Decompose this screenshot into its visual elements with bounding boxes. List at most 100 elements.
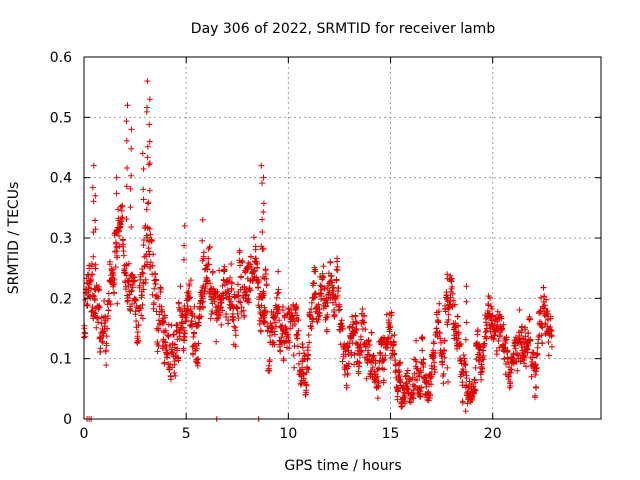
data-point xyxy=(204,266,211,273)
data-point xyxy=(539,340,546,347)
data-point xyxy=(362,326,369,333)
data-point xyxy=(271,341,278,348)
data-point xyxy=(488,317,495,324)
data-point xyxy=(454,313,461,320)
data-point xyxy=(339,322,346,329)
data-point xyxy=(245,299,252,306)
data-point xyxy=(201,288,208,295)
data-point xyxy=(162,339,169,346)
data-point xyxy=(437,335,444,342)
data-point xyxy=(274,290,281,297)
y-tick-label: 0.6 xyxy=(50,50,72,66)
data-point xyxy=(124,102,131,109)
data-point xyxy=(279,307,286,314)
data-point xyxy=(441,354,448,361)
data-point xyxy=(315,313,322,320)
data-point xyxy=(90,162,97,169)
data-point xyxy=(444,295,451,302)
data-point xyxy=(216,312,223,319)
data-point xyxy=(84,302,91,309)
data-point xyxy=(127,204,134,211)
data-point xyxy=(498,315,505,322)
data-point xyxy=(462,336,469,343)
data-point xyxy=(333,266,340,273)
data-point xyxy=(439,361,446,368)
data-point xyxy=(318,290,325,297)
data-point xyxy=(368,329,375,336)
data-point xyxy=(548,343,555,350)
data-point xyxy=(103,342,110,349)
data-point xyxy=(92,261,99,268)
data-point xyxy=(137,305,144,312)
data-point xyxy=(158,308,165,315)
data-point xyxy=(140,286,147,293)
data-point xyxy=(438,353,445,360)
x-tick-label: 15 xyxy=(382,426,400,442)
data-point xyxy=(120,241,127,248)
data-point xyxy=(139,269,146,276)
data-point xyxy=(209,307,216,314)
data-point xyxy=(365,347,372,354)
data-point xyxy=(176,335,183,342)
data-point xyxy=(186,282,193,289)
data-point xyxy=(181,242,188,249)
data-point xyxy=(213,338,220,345)
data-point xyxy=(543,296,550,303)
data-point xyxy=(462,408,469,415)
data-point xyxy=(236,247,243,254)
x-tick-label: 10 xyxy=(279,426,297,442)
data-point xyxy=(144,154,151,161)
data-point xyxy=(225,288,232,295)
data-point xyxy=(391,351,398,358)
data-point xyxy=(123,165,130,172)
data-point xyxy=(428,365,435,372)
data-point xyxy=(299,341,306,348)
data-point xyxy=(131,274,138,281)
data-point xyxy=(414,377,421,384)
data-point xyxy=(308,299,315,306)
data-point xyxy=(237,299,244,306)
data-point xyxy=(181,334,188,341)
data-point xyxy=(147,259,154,266)
data-point xyxy=(128,287,135,294)
data-point xyxy=(522,326,529,333)
data-point xyxy=(209,268,216,275)
data-point xyxy=(96,304,103,311)
data-point xyxy=(334,263,341,270)
data-point xyxy=(290,352,297,359)
data-point xyxy=(413,337,420,344)
data-point xyxy=(227,274,234,281)
data-point xyxy=(430,340,437,347)
data-point xyxy=(539,324,546,331)
data-point xyxy=(518,329,525,336)
data-point xyxy=(179,320,186,327)
data-point xyxy=(172,372,179,379)
data-point xyxy=(345,343,352,350)
data-point xyxy=(529,354,536,361)
data-point xyxy=(445,311,452,318)
data-point xyxy=(133,318,140,325)
data-point xyxy=(502,337,509,344)
data-point xyxy=(272,319,279,326)
y-tick-label: 0.3 xyxy=(50,231,72,247)
data-point xyxy=(165,332,172,339)
data-point xyxy=(470,383,477,390)
data-point xyxy=(119,202,126,209)
data-point xyxy=(491,332,498,339)
data-point xyxy=(440,380,447,387)
data-point xyxy=(534,351,541,358)
data-point xyxy=(428,371,435,378)
data-point xyxy=(523,363,530,370)
data-point xyxy=(544,308,551,315)
data-point xyxy=(234,281,241,288)
data-point xyxy=(105,290,112,297)
data-point xyxy=(132,296,139,303)
data-point xyxy=(140,196,147,203)
data-point xyxy=(259,273,266,280)
data-point xyxy=(353,325,360,332)
data-point xyxy=(484,307,491,314)
data-point xyxy=(258,302,265,309)
y-tick-label: 0.4 xyxy=(50,171,72,187)
data-point xyxy=(259,245,266,252)
data-point xyxy=(507,382,514,389)
